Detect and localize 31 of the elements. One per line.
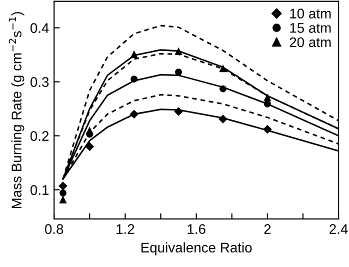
point: [130, 110, 139, 119]
point: [174, 47, 182, 55]
legend-label: 10 atm: [290, 8, 331, 18]
point: [264, 94, 272, 102]
point: [174, 107, 183, 116]
point: [59, 196, 67, 204]
point: [130, 76, 138, 83]
point: [175, 68, 182, 76]
point: [86, 126, 94, 134]
x-tick-label: 2.4: [330, 224, 348, 234]
y-tick-label: 0.2: [30, 131, 49, 141]
legend-label: 20 atm: [290, 37, 331, 48]
point: [58, 182, 68, 190]
x-tick-label: 0.8: [44, 224, 64, 234]
x-tick-label: 1.6: [188, 224, 206, 234]
y-tick-label: 0.4: [30, 23, 49, 33]
y-tick-label: 0.1: [30, 185, 49, 195]
point: [85, 142, 94, 152]
point: [263, 124, 272, 134]
x-axis-title: Equivalence Ratio: [141, 242, 252, 256]
point: [60, 190, 66, 196]
point: [264, 100, 271, 108]
y-axis-title: Mass Burning Rate (g cm$^{−2}$s$^{−1}$): [8, 12, 24, 208]
point: [130, 50, 138, 58]
x-tick-label: 1.2: [116, 224, 134, 234]
point: [219, 64, 227, 72]
legend-label: 15 atm: [290, 23, 331, 33]
point: [218, 114, 228, 124]
point: [220, 85, 226, 92]
x-tick-label: 2: [264, 224, 271, 234]
y-tick-label: 0.3: [30, 77, 49, 87]
